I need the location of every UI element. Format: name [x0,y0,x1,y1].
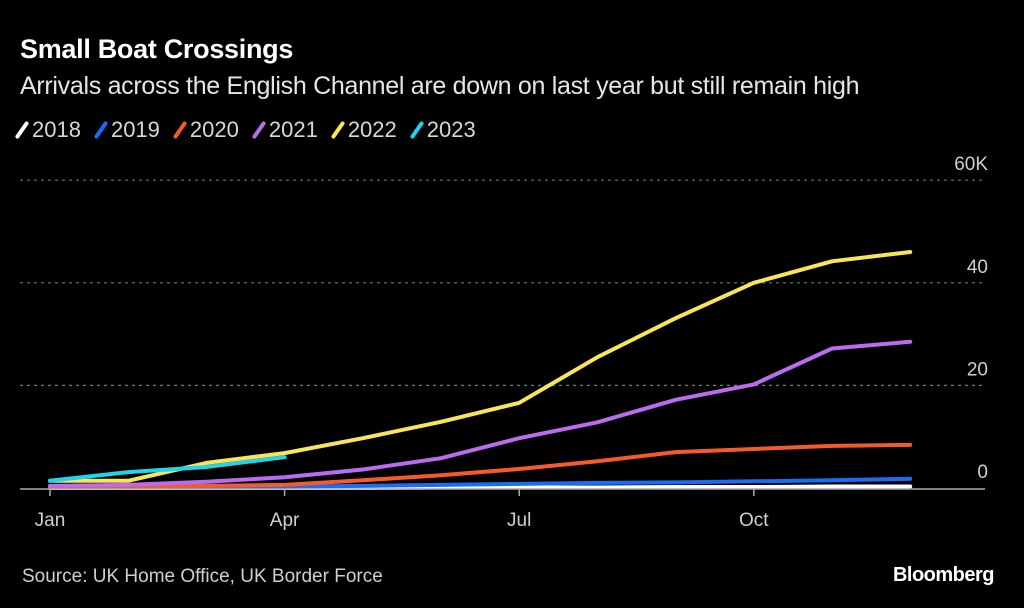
x-tick-label: Jul [507,510,531,531]
x-tick-label: Jan [35,510,66,531]
legend-label: 2022 [347,117,397,142]
chart-title: Small Boat Crossings [20,34,294,64]
bloomberg-logo: Bloomberg [892,564,995,586]
y-tick-label: 60K [954,154,988,175]
y-tick-label: 0 [977,462,988,483]
legend-item-2018: 2018 [14,117,81,143]
legend-item-2023: 2023 [409,117,476,143]
y-tick-label: 20 [967,359,988,380]
legend-item-2019: 2019 [93,117,160,143]
x-tick-label: Apr [270,510,300,531]
source-note: Source: UK Home Office, UK Border Force [22,566,383,587]
series-line-2023 [48,455,287,483]
legend-label: 2021 [268,117,318,142]
legend-label: 2020 [189,117,239,142]
legend-item-2020: 2020 [172,117,239,143]
legend-item-2022: 2022 [330,117,397,143]
series-line-2021 [48,339,913,488]
legend-item-2021: 2021 [251,117,318,143]
legend-label: 2019 [110,117,160,142]
legend: 2018 2019 2020 2021 2022 2023 [14,117,476,143]
x-tick-label: Oct [739,510,769,531]
y-tick-label: 40 [967,257,988,278]
series-line-2020 [48,442,913,489]
legend-label: 2018 [32,117,81,142]
chart-subtitle: Arrivals across the English Channel are … [20,72,860,100]
legend-label: 2023 [426,117,476,142]
